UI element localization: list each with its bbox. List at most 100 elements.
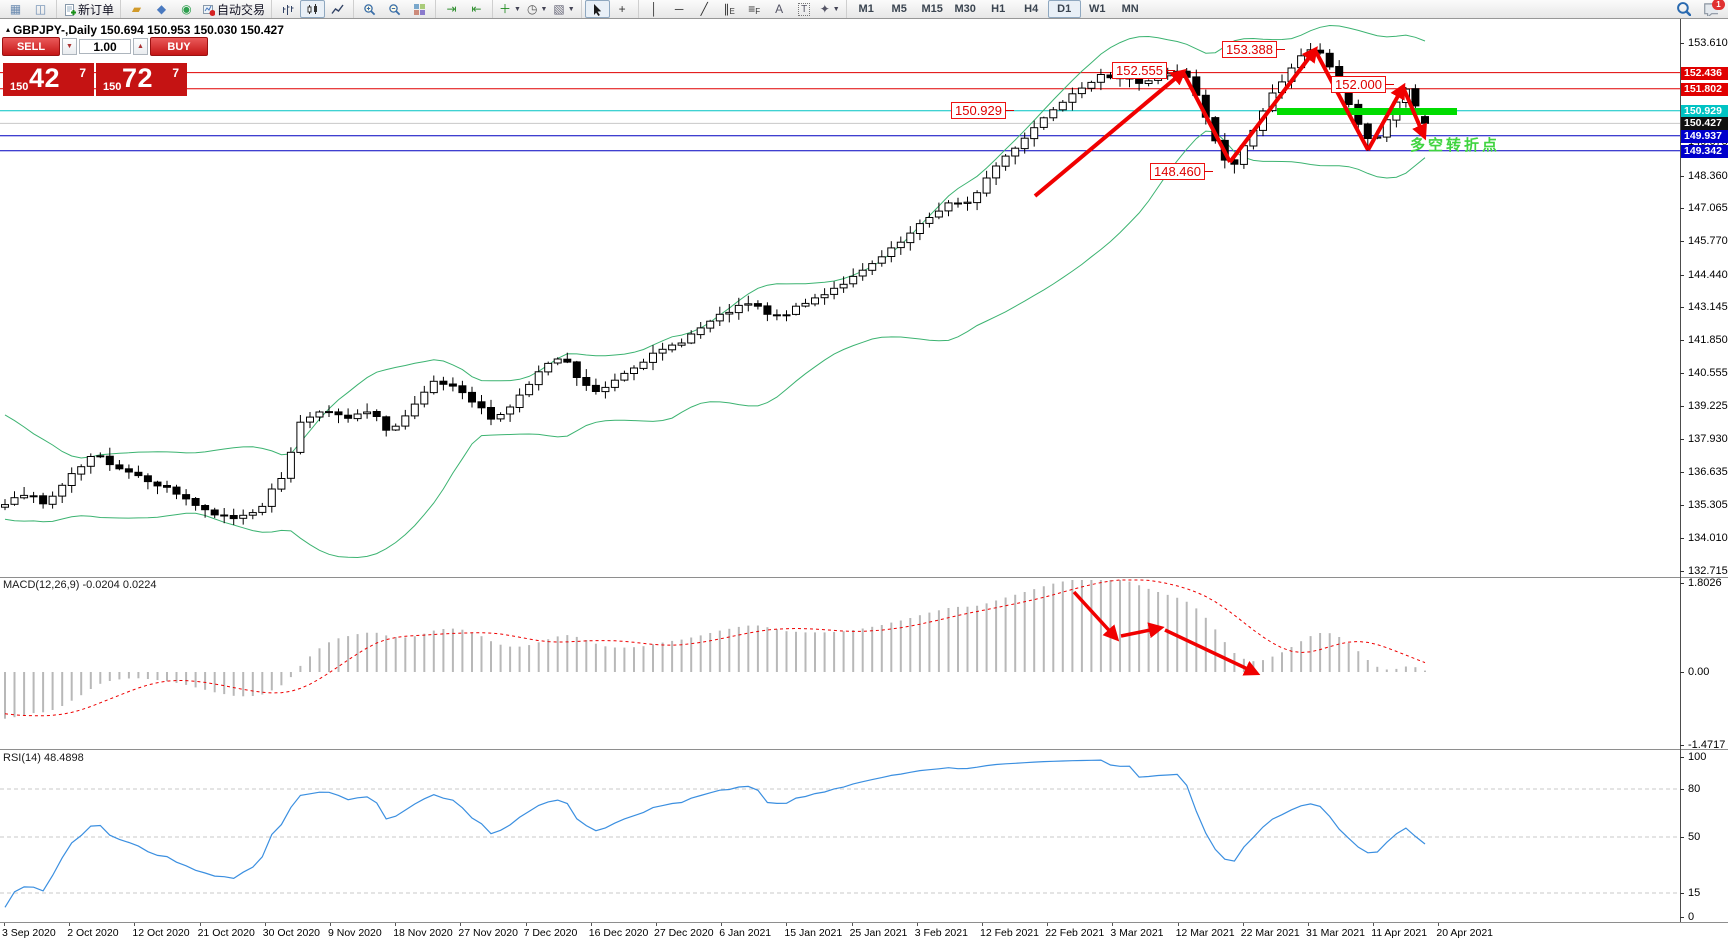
price-annotation-label[interactable]: 153.388 [1222,41,1285,58]
volume-decrease-button[interactable]: ▼ [62,38,77,55]
autotrading-button[interactable]: 自动交易 [199,0,268,18]
candle-body [410,403,419,417]
fibonacci-glyph: ≡ [748,2,756,16]
trend-zigzag-arrow[interactable] [1033,68,1187,198]
rsi-pane[interactable] [0,759,1680,908]
search-icon[interactable] [1676,1,1693,18]
candle-body [601,386,610,393]
volume-input[interactable] [79,39,131,54]
horizontal-line-button[interactable]: ─ [667,0,692,18]
price-badge: 151.802 [1681,83,1728,96]
arrows-button[interactable]: ✦ ▼ [817,0,843,18]
zoom-in-button[interactable] [357,0,382,18]
indicators-button[interactable]: ＋ ▼ [496,0,524,18]
candle-body [715,313,724,322]
candle-body [706,320,715,329]
metaeditor-icon[interactable]: ◆ [149,0,174,18]
price-annotation-label[interactable]: 148.460 [1150,163,1213,180]
preview-icon[interactable]: ◫ [28,0,53,18]
crosshair-button[interactable]: + [610,0,635,18]
date-tick-mark [721,923,723,926]
time-axis[interactable]: 3 Sep 2020 2 Oct 2020 12 Oct 2020 21 Oct 20… [0,923,1728,943]
chart-shift-button[interactable]: ⇤ [464,0,489,18]
channel-button[interactable]: ∥ E [723,2,735,16]
price-annotation-label[interactable]: 152.000 [1331,76,1394,93]
chat-icon[interactable]: 1 [1703,0,1725,19]
timeframe-button-m15[interactable]: M15 [921,3,943,15]
line-chart-button[interactable] [325,0,350,18]
candle-body [353,413,362,420]
candle-body [563,358,572,363]
macd-annotation-arrow[interactable] [1120,622,1165,639]
macd-annotation-arrow[interactable] [1164,628,1261,676]
zoom-out-button[interactable] [382,0,407,18]
price-annotation-label[interactable]: 150.929 [951,102,1014,119]
trend-zigzag-arrow[interactable] [1313,49,1370,151]
bars [283,4,294,15]
price-tick-label: 100 [1688,751,1707,763]
timeframe-button-w1[interactable]: W1 [1088,3,1106,15]
volume-increase-button[interactable]: ▲ [133,38,148,55]
bull-bear-turning-point-note[interactable]: 多空转折点 [1410,137,1501,154]
buy-button[interactable]: BUY [150,37,208,56]
timeframe-button-h1[interactable]: H1 [991,3,1006,15]
text-button[interactable]: A [767,0,792,18]
trend-zigzag-arrow[interactable] [1228,46,1318,164]
timeframe-button-mn[interactable]: MN [1121,3,1139,15]
autotrade [203,4,216,16]
green-support-bar[interactable] [1277,108,1457,115]
text-label-glyph: T [798,2,811,16]
trendline-button[interactable]: ╱ [692,0,717,18]
trend-zigzag-arrow[interactable] [1181,71,1232,163]
chart-window-icon[interactable]: ▦ [3,0,28,18]
macd-pane[interactable] [4,579,1426,719]
candle-body [401,415,410,427]
macd-annotation-arrow[interactable] [1072,590,1120,642]
tiles [414,3,426,15]
candle-body [553,358,562,364]
timeframe-button-m5[interactable]: M5 [891,3,907,15]
date-tick-mark [134,923,136,926]
trend-zigzag-arrow[interactable] [1401,86,1427,141]
main-chart-pane[interactable] [0,24,1680,559]
candle-body [963,201,972,204]
candle-body [1144,80,1153,85]
date-tick-mark [199,923,201,926]
chart-window-icon-glyph: ▦ [9,2,22,16]
arrows-glyph: ✦ [819,2,830,16]
candle-body [143,475,152,483]
price-annotation-label[interactable]: 152.555 [1112,62,1175,79]
fibonacci-button[interactable]: ≡ F [748,2,761,16]
candle-body [954,202,962,205]
cursor-button[interactable] [584,0,610,18]
buy-price-panel[interactable]: 150 72 7 [96,63,187,96]
signals-icon[interactable]: ◉ [174,0,199,18]
periods-button[interactable]: ◷ ▼ [524,0,550,18]
timeframe-button-d1[interactable]: D1 [1047,0,1081,18]
candle-body [506,406,515,415]
timeframe-button-m30[interactable]: M30 [954,3,976,15]
candle-body [887,247,896,257]
market-icon[interactable]: ▰ [124,0,149,18]
bar-chart-button[interactable] [275,0,300,18]
tile-windows-button[interactable] [407,0,432,18]
sell-button[interactable]: SELL [2,37,60,56]
candle-body [896,241,905,249]
candlestick-button[interactable] [300,0,326,18]
date-label: 7 Dec 2020 [523,927,578,939]
pane-separator-macd[interactable] [0,577,1728,578]
pane-separator-rsi[interactable] [0,749,1728,750]
trend-zigzag-arrow[interactable] [1366,82,1406,151]
text-label-button[interactable]: T [792,0,817,18]
auto-scroll-button[interactable]: ⇥ [439,0,464,18]
price-tick-label: 0 [1688,911,1695,923]
timeframe-button-h4[interactable]: H4 [1024,3,1039,15]
timeframe-button-m1[interactable]: M1 [858,3,874,15]
templates-button[interactable]: ▧ ▼ [550,0,577,18]
vertical-line-button[interactable]: │ [642,0,667,18]
price-tick-label: 136.635 [1688,466,1728,478]
new-order-button[interactable]: 新订单 [60,0,117,18]
toolbar-groups: ▦ ◫ 新订单 ▰ ◆ ◉ 自动交易 ⇥ ⇤ ＋ ▼ ◷ ▼ ▧ ▼ + │ ─ ╱ ∥ E ≡ F A T ✦ ▼ M1 M5 M15 M… [0,0,1150,18]
sell-price-panel[interactable]: 150 42 7 [3,63,94,96]
